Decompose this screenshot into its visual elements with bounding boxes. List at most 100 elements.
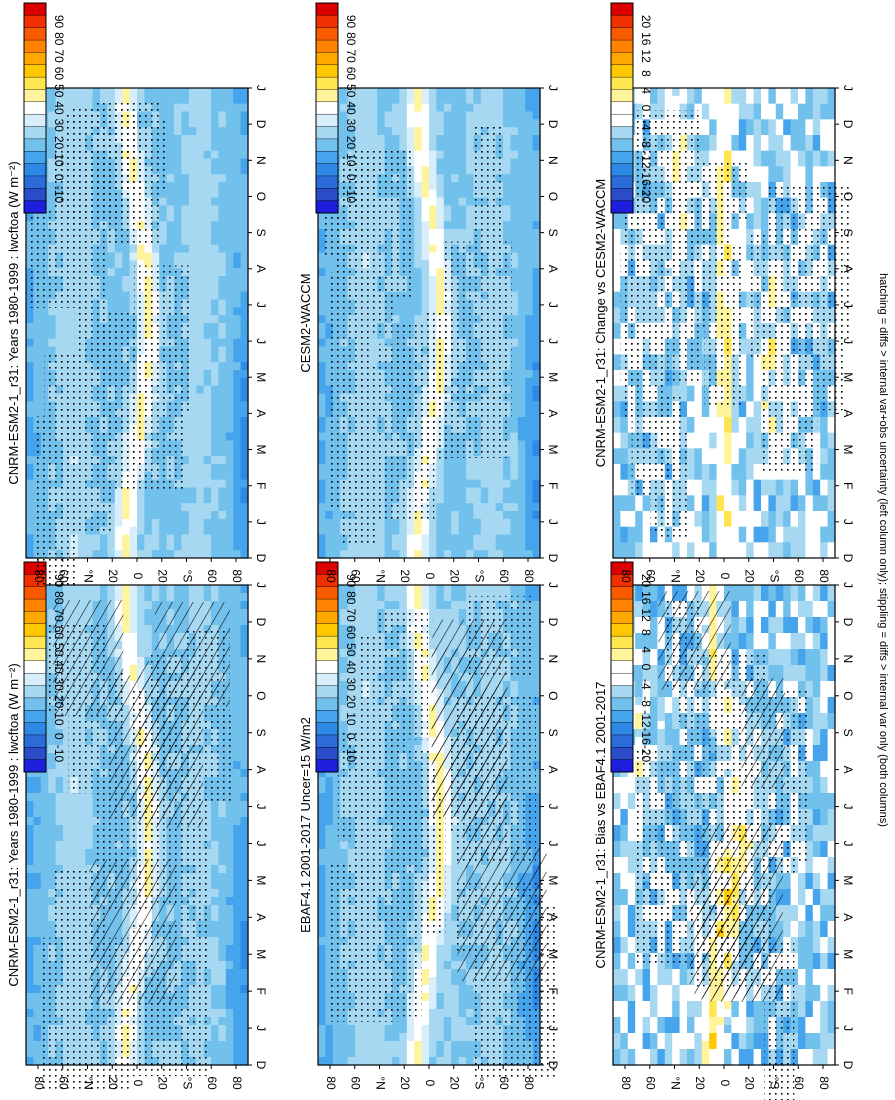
heatmap-cell [63, 307, 71, 316]
heatmap-cell [240, 721, 249, 730]
heatmap-cell [532, 593, 541, 602]
heatmap-cell [218, 338, 227, 348]
heatmap-cell [211, 103, 219, 113]
heatmap-cell [218, 961, 227, 970]
heatmap-cell [203, 135, 212, 144]
heatmap-cell [63, 721, 71, 730]
heatmap-cell [48, 307, 57, 316]
colorbar-swatch [23, 200, 47, 214]
heatmap-cell [40, 873, 49, 882]
heatmap-cell [203, 377, 212, 387]
heatmap-cell [188, 362, 197, 371]
heatmap-cell [26, 495, 34, 504]
heatmap-cell [225, 534, 234, 543]
heatmap-cell [33, 857, 42, 866]
heatmap-cell [362, 617, 371, 626]
heatmap-cell [92, 841, 101, 850]
heatmap-cell [240, 448, 249, 457]
heatmap-cell [240, 150, 249, 160]
heatmap-cell [340, 665, 349, 674]
heatmap-cell [48, 841, 57, 850]
heatmap-cell [196, 534, 205, 543]
heatmap-cell [377, 585, 386, 594]
heatmap-cell [240, 937, 249, 946]
heatmap-cell [325, 849, 334, 858]
heatmap-cell [240, 705, 249, 714]
heatmap-cell [48, 609, 57, 618]
heatmap-cell [63, 103, 71, 113]
heatmap-cell [63, 593, 71, 602]
heatmap-cell [26, 409, 34, 418]
heatmap-cell [129, 307, 138, 316]
heatmap-cell [129, 593, 138, 602]
heatmap-cell [26, 432, 34, 442]
heatmap-cell [63, 777, 71, 786]
heatmap-cell [240, 1049, 249, 1058]
heatmap-cell [77, 809, 86, 818]
heatmap-cell [181, 260, 190, 269]
heatmap-cell [225, 1033, 234, 1042]
heatmap-cell [114, 260, 123, 269]
heatmap-cell [166, 511, 175, 520]
heatmap-cell [347, 649, 356, 658]
heatmap-cell [107, 268, 116, 277]
heatmap-cell [33, 1001, 42, 1010]
heatmap-cell [159, 495, 168, 504]
heatmap-cell [233, 464, 242, 473]
heatmap-cell [203, 511, 212, 520]
heatmap-cell [233, 625, 242, 634]
heatmap-cell [233, 993, 242, 1002]
heatmap-cell [174, 166, 182, 175]
heatmap-cell [33, 953, 42, 962]
heatmap-cell [144, 633, 153, 642]
heatmap-cell [211, 969, 219, 978]
heatmap-cell [63, 809, 71, 818]
heatmap-cell [240, 889, 249, 898]
month-tick-label: A [254, 409, 268, 417]
heatmap-cell [114, 307, 123, 316]
heatmap-cell [240, 913, 249, 922]
heatmap-cell [33, 825, 42, 834]
heatmap-cell [240, 229, 249, 238]
heatmap-cell [40, 323, 49, 332]
heatmap-cell [26, 1025, 34, 1034]
colorbar-swatch [23, 101, 47, 115]
heatmap-cell [188, 88, 197, 97]
heatmap-cell [203, 424, 212, 434]
month-tick-label: J [254, 804, 268, 810]
heatmap-cell [218, 299, 227, 308]
heatmap-cell [122, 585, 131, 594]
heatmap-cell [129, 268, 138, 277]
heatmap-cell [233, 268, 242, 277]
heatmap-cell [48, 197, 57, 207]
heatmap-cell [188, 283, 197, 293]
heatmap-cell [399, 601, 408, 610]
heatmap-cell [233, 841, 242, 850]
heatmap-cell [144, 495, 153, 504]
heatmap-cell [63, 857, 71, 866]
heatmap-cell [188, 142, 197, 152]
heatmap-cell [188, 150, 197, 160]
heatmap-cell [218, 315, 227, 324]
heatmap-cell [421, 601, 430, 610]
heatmap-cell [532, 601, 541, 610]
heatmap-cell [429, 593, 437, 602]
heatmap-cell [203, 283, 212, 293]
lat-tick-label: 0 [131, 1080, 145, 1087]
heatmap-cell [122, 495, 131, 504]
heatmap-cell [225, 809, 234, 818]
heatmap-cell [340, 721, 349, 730]
heatmap-cell [532, 753, 541, 762]
heatmap-cell [225, 315, 234, 324]
heatmap-cell [211, 881, 219, 890]
heatmap-cell [166, 197, 175, 207]
heatmap-cell [347, 681, 356, 690]
heatmap-cell [211, 865, 219, 874]
heatmap-cell [233, 330, 242, 340]
heatmap-cell [218, 283, 227, 293]
colorbar-swatch [23, 15, 47, 29]
heatmap-cell [70, 88, 79, 97]
